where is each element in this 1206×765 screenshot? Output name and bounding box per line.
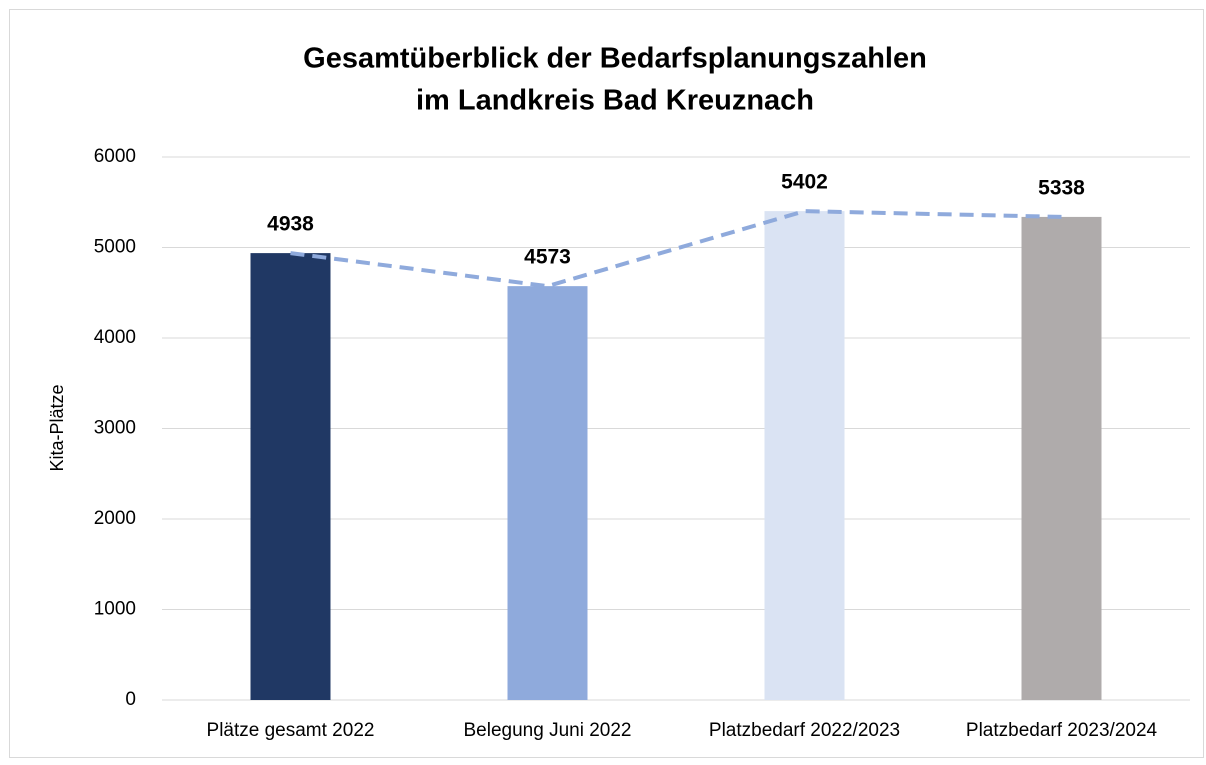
y-tick-label: 2000 bbox=[94, 508, 136, 529]
data-label: 4938 bbox=[267, 213, 314, 236]
bar bbox=[1021, 216, 1102, 700]
y-tick-label: 4000 bbox=[94, 327, 136, 348]
y-tick-label: 6000 bbox=[94, 146, 136, 167]
data-label: 4573 bbox=[524, 246, 571, 269]
data-label: 5338 bbox=[1038, 176, 1085, 199]
y-tick-label: 5000 bbox=[94, 237, 136, 258]
bar bbox=[764, 211, 845, 700]
x-tick-label: Platzbedarf 2022/2023 bbox=[709, 720, 900, 741]
x-tick-label: Belegung Juni 2022 bbox=[464, 720, 632, 741]
y-tick-label: 0 bbox=[125, 689, 136, 710]
data-label: 5402 bbox=[781, 171, 828, 194]
x-tick-label: Plätze gesamt 2022 bbox=[207, 720, 375, 741]
y-tick-label: 1000 bbox=[94, 599, 136, 620]
y-tick-label: 3000 bbox=[94, 418, 136, 439]
x-tick-label: Platzbedarf 2023/2024 bbox=[966, 720, 1158, 741]
bar bbox=[507, 286, 588, 700]
y-axis-label: Kita-Plätze bbox=[47, 384, 67, 471]
chart-title: Gesamtüberblick der Bedarfsplanungszahle… bbox=[303, 43, 927, 75]
bar bbox=[250, 253, 331, 700]
chart-frame bbox=[9, 9, 1204, 758]
chart-title: im Landkreis Bad Kreuznach bbox=[416, 85, 814, 117]
